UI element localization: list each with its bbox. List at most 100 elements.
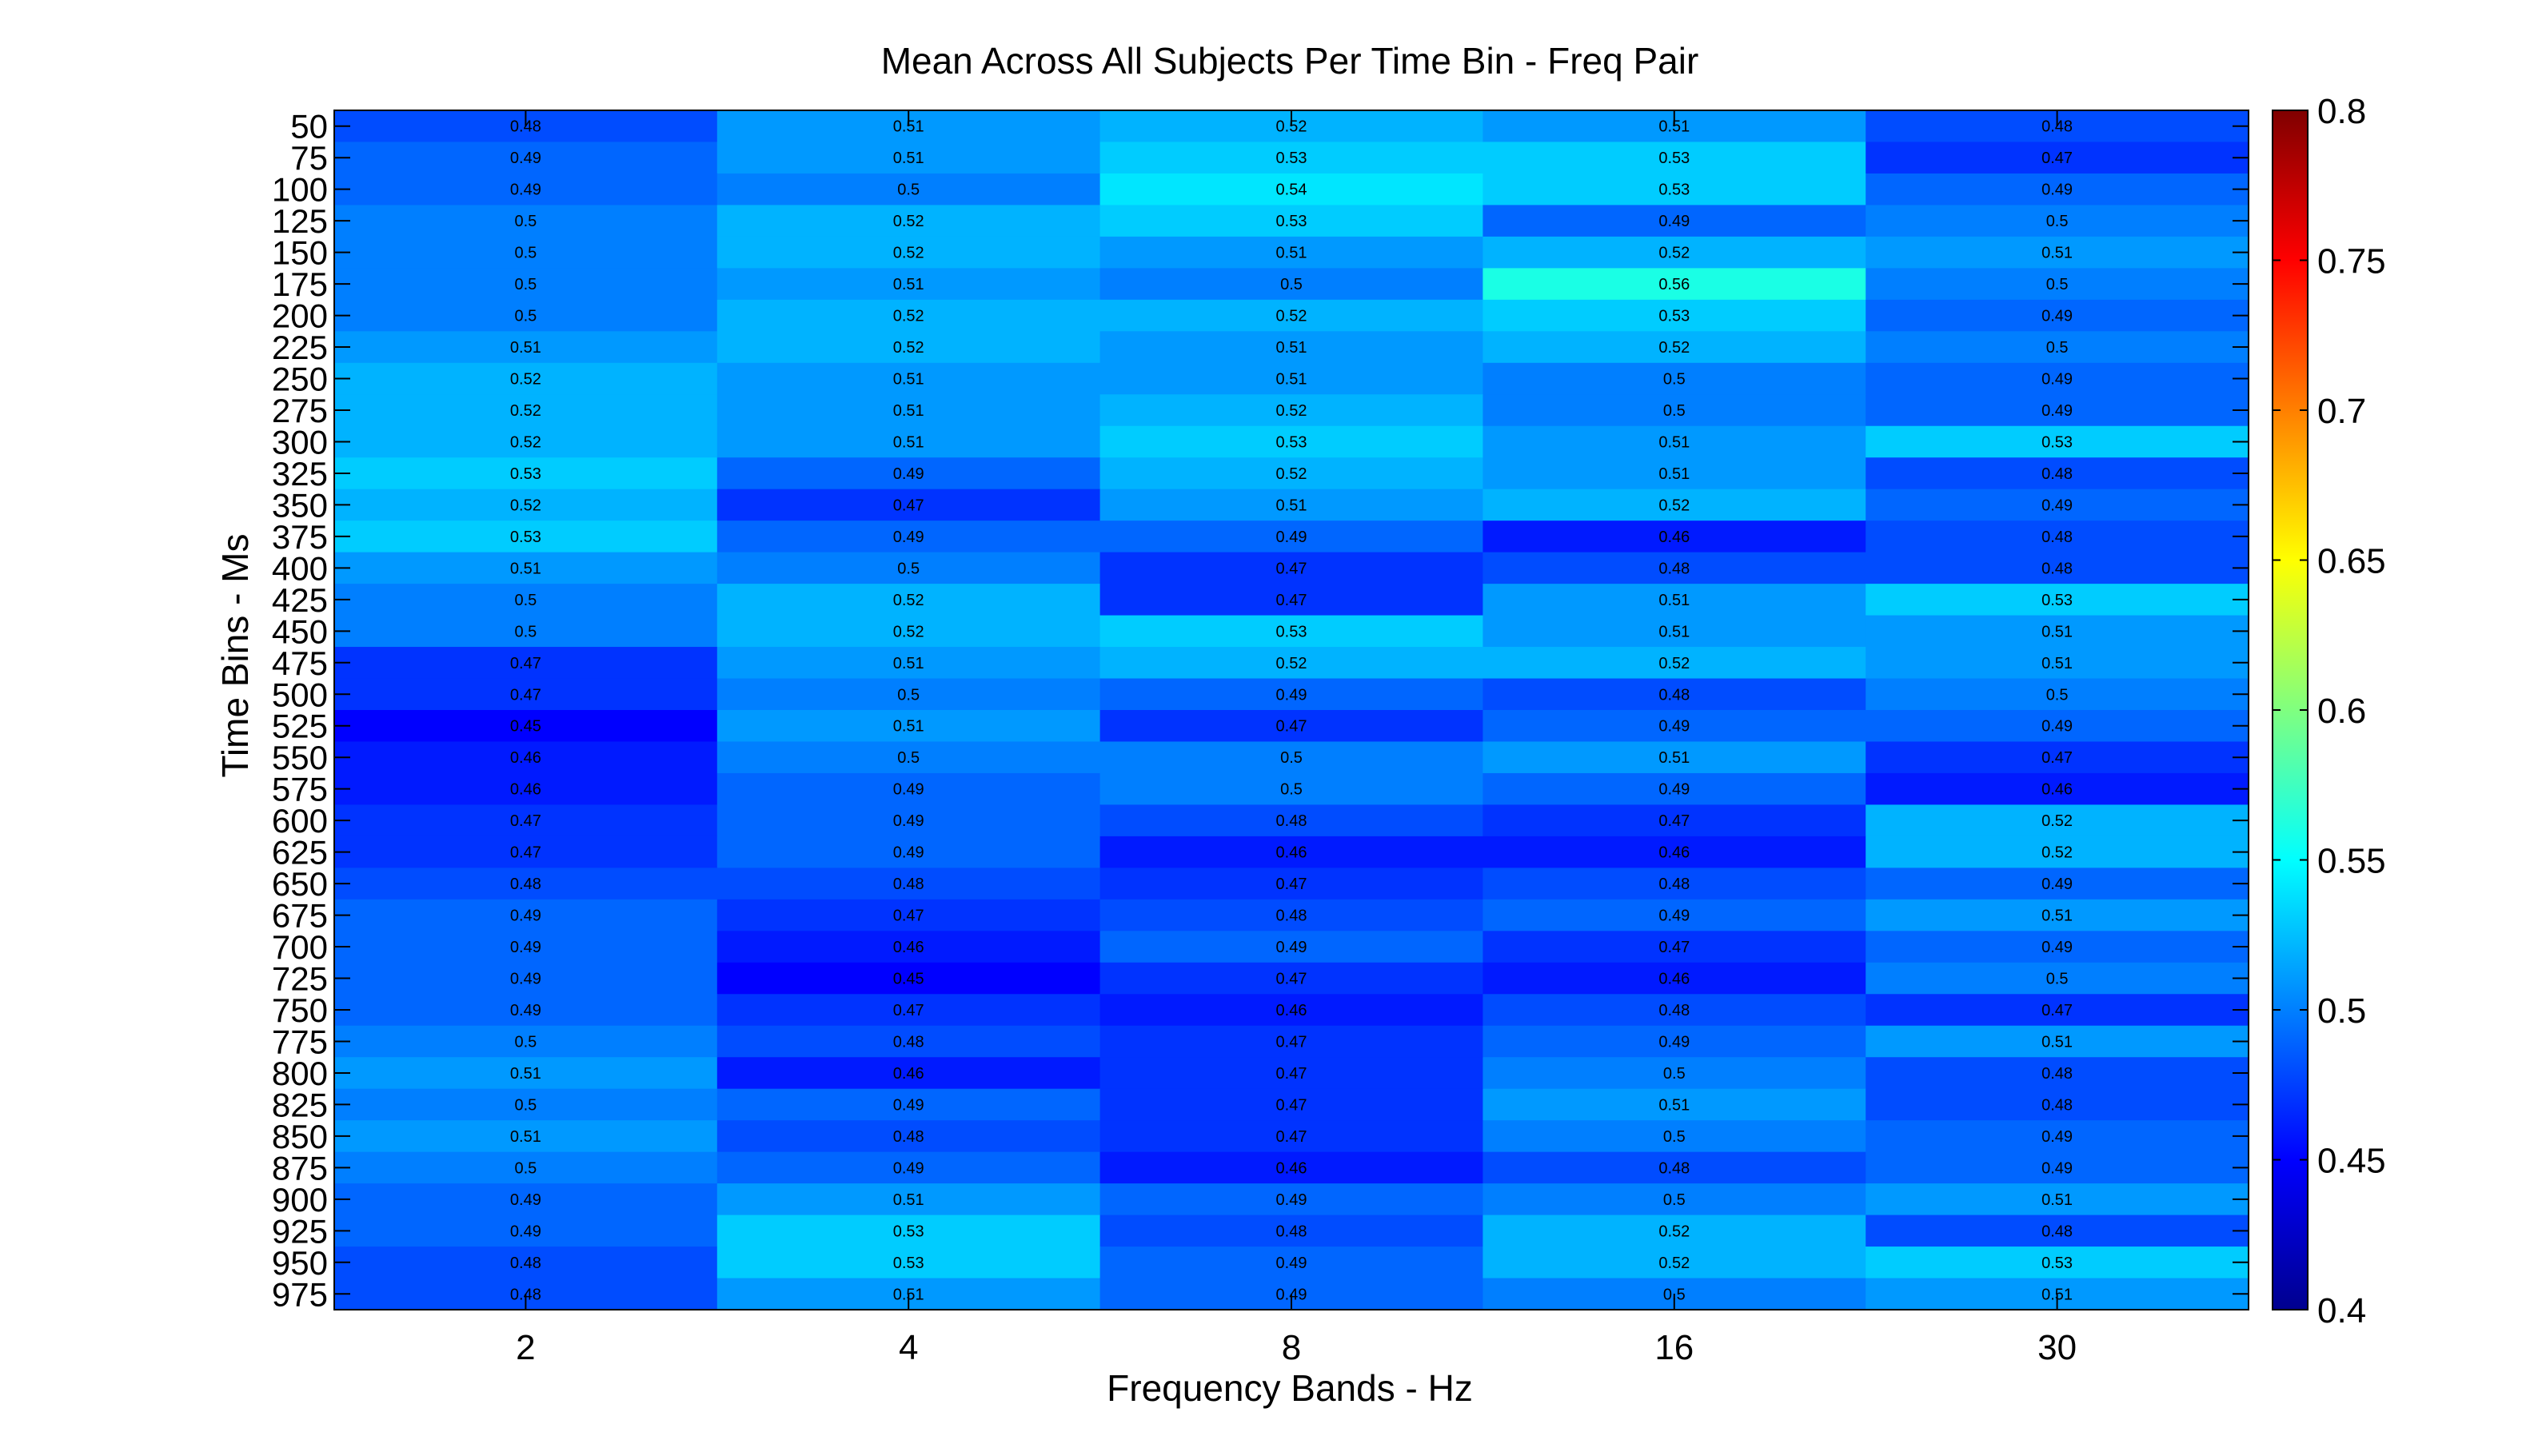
heatmap-cell — [1483, 205, 1866, 237]
heatmap-cell — [1483, 1025, 1866, 1058]
heatmap-cell — [1483, 931, 1866, 963]
cell-value-label: 0.5 — [2046, 686, 2069, 704]
y-tick-label: 250 — [272, 361, 328, 398]
cell-value-label: 0.49 — [893, 1159, 924, 1177]
heatmap-cell — [716, 1057, 1101, 1090]
heatmap-cell — [1866, 521, 2249, 553]
heatmap-cell — [334, 994, 718, 1027]
heatmap-cell — [334, 962, 718, 995]
y-tick-label: 675 — [272, 897, 328, 935]
y-tick-label: 150 — [272, 234, 328, 272]
heatmap-cell — [1483, 836, 1866, 868]
heatmap-cell — [1483, 962, 1866, 995]
heatmap-cell — [1866, 615, 2249, 648]
cell-value-label: 0.52 — [893, 308, 924, 325]
x-tick-labels: 2 4 8 16 30 — [516, 1328, 2077, 1367]
heatmap-cell — [1866, 299, 2249, 332]
heatmap-cell — [1483, 299, 1866, 332]
cell-value-label: 0.52 — [893, 592, 924, 609]
cell-value-label: 0.48 — [2041, 118, 2073, 136]
heatmap-cell — [1866, 899, 2249, 931]
cell-value-label: 0.49 — [2041, 1159, 2073, 1177]
cell-value-label: 0.49 — [1276, 529, 1307, 546]
heatmap-cell — [334, 457, 718, 490]
cell-value-label: 0.52 — [510, 402, 541, 420]
cell-value-label: 0.49 — [1276, 686, 1307, 704]
cell-value-label: 0.48 — [893, 1128, 924, 1146]
heatmap-cell — [1099, 1151, 1483, 1184]
cell-value-label: 0.48 — [2041, 465, 2073, 483]
heatmap-cell — [1483, 173, 1866, 206]
cell-value-label: 0.53 — [2041, 592, 2073, 609]
heatmap-cell — [716, 962, 1101, 995]
cell-value-label: 0.51 — [2041, 245, 2073, 262]
y-tick-label: 925 — [272, 1212, 328, 1250]
heatmap-cell — [334, 173, 718, 206]
heatmap-cells — [334, 110, 2249, 1310]
cell-value-label: 0.52 — [1658, 655, 1690, 672]
cell-value-label: 0.52 — [510, 497, 541, 514]
cell-value-label: 0.5 — [514, 213, 537, 230]
cell-value-label: 0.47 — [2041, 1002, 2073, 1019]
heatmap-cell — [1866, 1088, 2249, 1121]
cell-value-label: 0.48 — [2041, 1223, 2073, 1240]
heatmap-cell — [1483, 868, 1866, 900]
heatmap-cell — [1099, 425, 1483, 458]
heatmap-cell — [1483, 584, 1866, 616]
cell-value-label: 0.53 — [1658, 308, 1690, 325]
heatmap-cell — [716, 205, 1101, 237]
cell-value-label: 0.46 — [893, 1065, 924, 1083]
heatmap-cell — [334, 205, 718, 237]
cell-value-label: 0.48 — [1276, 1223, 1307, 1240]
heatmap-cell — [334, 236, 718, 269]
cell-value-label: 0.5 — [2046, 971, 2069, 988]
cell-value-label: 0.53 — [2041, 1255, 2073, 1272]
cell-value-label: 0.49 — [2041, 182, 2073, 199]
heatmap-cell — [1099, 836, 1483, 868]
cell-value-label: 0.46 — [1658, 529, 1690, 546]
heatmap-cell — [716, 394, 1101, 427]
y-tick-label: 475 — [272, 644, 328, 682]
cell-value-label: 0.52 — [893, 213, 924, 230]
y-tick-labels: 5075100125150175200225250275300325350375… — [272, 108, 328, 1314]
cell-value-label: 0.49 — [510, 971, 541, 988]
y-axis-label: Time Bins - Ms — [214, 534, 256, 778]
cell-value-label: 0.47 — [1276, 560, 1307, 577]
cell-value-label: 0.46 — [510, 749, 541, 767]
cell-value-label: 0.52 — [893, 339, 924, 357]
cell-value-label: 0.49 — [510, 908, 541, 925]
y-tick-label: 650 — [272, 865, 328, 903]
heatmap-cell — [1866, 804, 2249, 837]
heatmap-cell — [1099, 647, 1483, 680]
cell-value-label: 0.56 — [1658, 276, 1690, 293]
heatmap-cell — [1483, 142, 1866, 174]
heatmap-cell — [716, 236, 1101, 269]
heatmap-cell — [1099, 1183, 1483, 1216]
cell-value-label: 0.51 — [1658, 592, 1690, 609]
heatmap-cell — [1483, 425, 1866, 458]
heatmap-cell — [334, 1183, 718, 1216]
heatmap-cell — [716, 362, 1101, 395]
cell-value-label: 0.5 — [1663, 1191, 1686, 1209]
cell-value-label: 0.48 — [2041, 560, 2073, 577]
cell-value-label: 0.46 — [893, 939, 924, 956]
colorbar-tick-label: 0.8 — [2317, 92, 2366, 131]
heatmap-cell — [1483, 489, 1866, 521]
cell-value-label: 0.52 — [510, 371, 541, 389]
cell-value-label: 0.47 — [1276, 1033, 1307, 1051]
cell-value-label: 0.5 — [514, 623, 537, 640]
cell-value-label: 0.51 — [1276, 339, 1307, 357]
heatmap-cell — [1099, 931, 1483, 963]
heatmap-cell — [716, 994, 1101, 1027]
heatmap-cell — [1483, 1120, 1866, 1153]
colorbar-tick-label: 0.65 — [2317, 542, 2386, 581]
heatmap-cell — [1099, 962, 1483, 995]
heatmap-cell — [1099, 521, 1483, 553]
cell-value-label: 0.51 — [893, 371, 924, 389]
heatmap-cell — [716, 804, 1101, 837]
heatmap-cell — [716, 1088, 1101, 1121]
heatmap-cell — [334, 521, 718, 553]
colorbar-tick-label: 0.55 — [2317, 842, 2386, 881]
x-tick-label: 2 — [516, 1328, 535, 1367]
cell-value-label: 0.5 — [514, 245, 537, 262]
